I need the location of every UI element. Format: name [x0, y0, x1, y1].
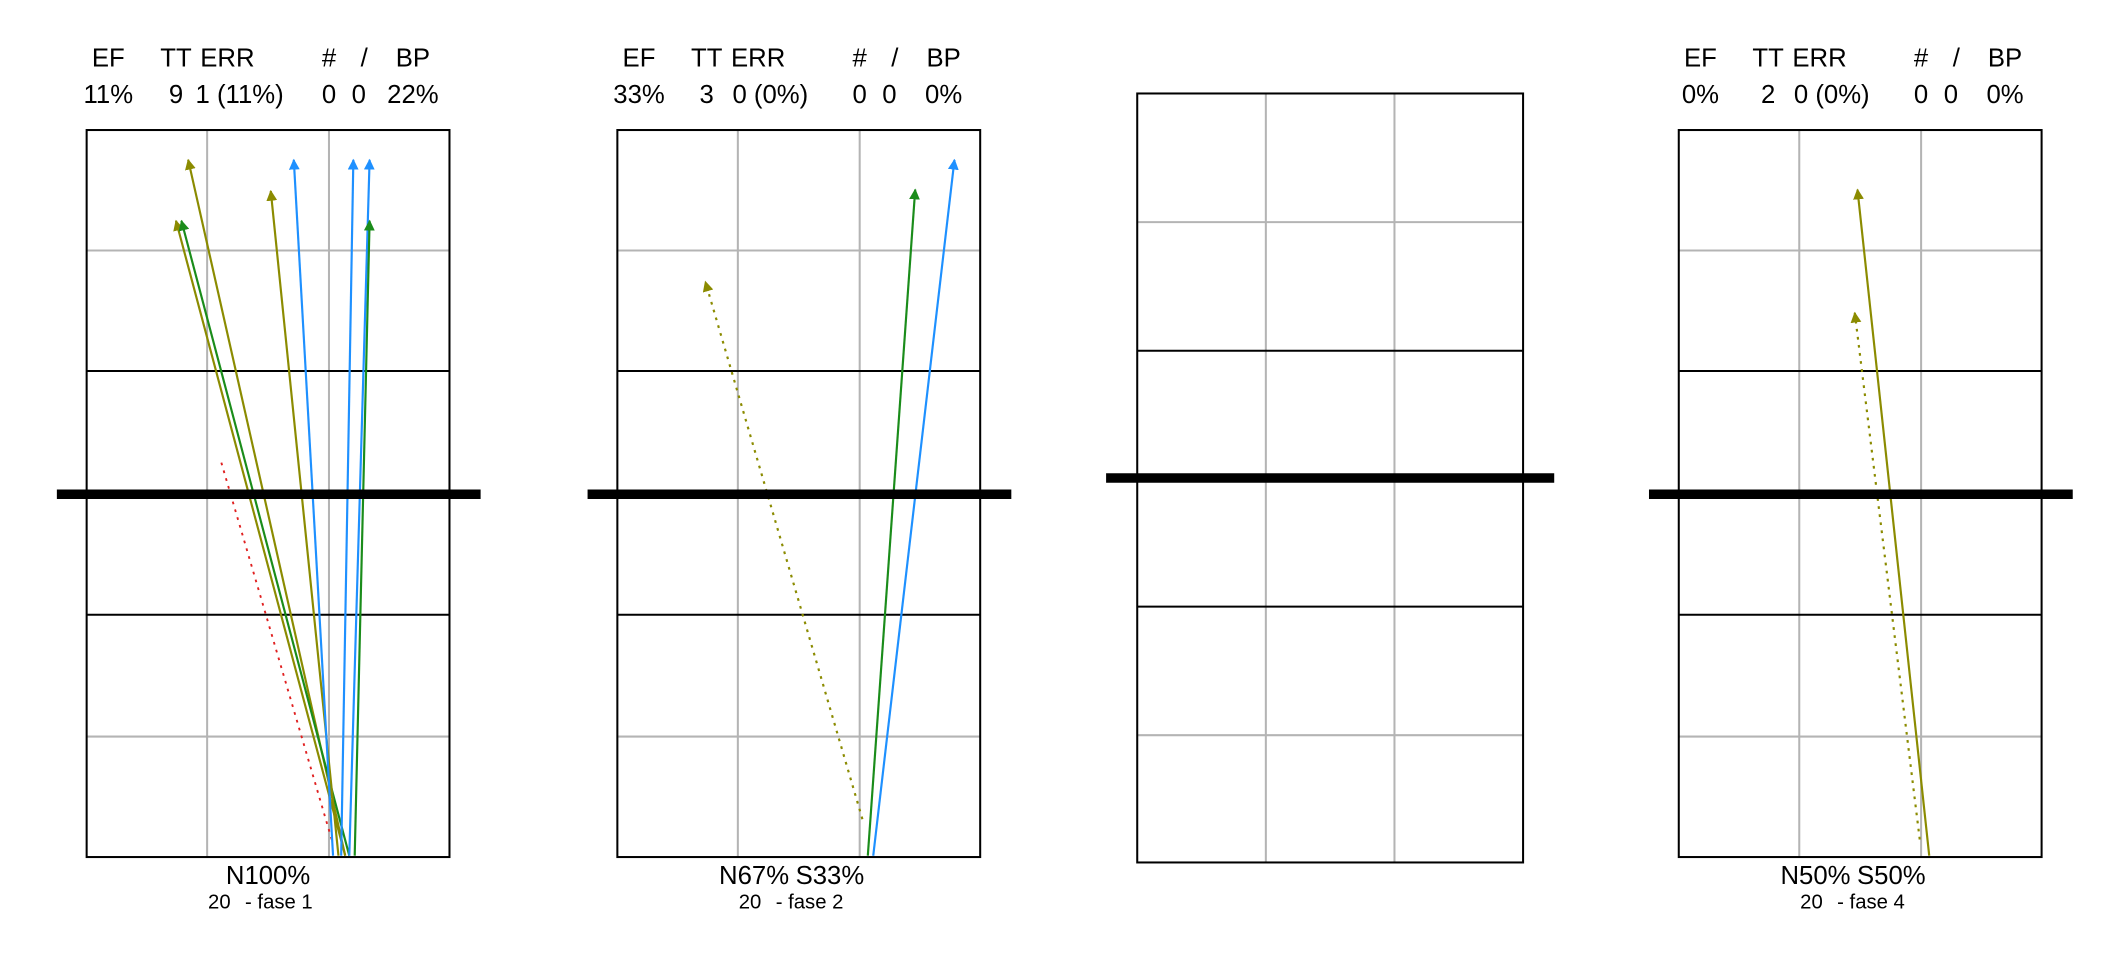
stat-header: EF: [92, 44, 125, 72]
stat-header: /: [891, 44, 899, 72]
stat-value: 0%: [925, 81, 962, 109]
stat-header: ERR: [1792, 44, 1846, 72]
stat-value: 0 (0%): [732, 81, 808, 109]
stat-value: 9: [169, 81, 183, 109]
stat-value: 0: [1944, 81, 1958, 109]
stat-value: 0%: [1682, 81, 1719, 109]
footer-label: 20: [739, 891, 762, 913]
stat-header: BP: [1988, 44, 2022, 72]
stat-value: 22%: [387, 81, 438, 109]
stat-header: TT: [160, 44, 192, 72]
zone-percent: N50%: [1780, 862, 1850, 890]
stat-header: EF: [1684, 44, 1717, 72]
stat-header: /: [1953, 44, 1961, 72]
footer-label: - fase 4: [1837, 891, 1905, 913]
stat-value: 3: [700, 81, 714, 109]
stat-header: TT: [1752, 44, 1784, 72]
court-1: [56, 129, 481, 859]
stat-header: BP: [396, 44, 430, 72]
stat-value: 0: [1914, 81, 1928, 109]
stat-header: /: [361, 44, 369, 72]
stat-header: ERR: [200, 44, 254, 72]
footer-label: - fase 2: [776, 891, 844, 913]
stat-header: #: [322, 44, 337, 72]
zone-percent: N100%: [226, 862, 310, 890]
stat-header: TT: [691, 44, 723, 72]
stat-value: 0: [882, 81, 896, 109]
court-3: [1106, 92, 1555, 864]
stat-value: 11%: [84, 81, 134, 109]
stat-header: ERR: [731, 44, 785, 72]
stat-value: 0 (0%): [1794, 81, 1870, 109]
zone-percent: N67%: [719, 862, 789, 890]
stat-value: 1 (11%): [196, 81, 284, 109]
court-2: [587, 129, 1012, 859]
zone-percent: S33%: [796, 862, 865, 890]
stat-header: BP: [926, 44, 960, 72]
footer-label: - fase 1: [245, 891, 313, 913]
footer-label: 20: [208, 891, 231, 913]
court-4: [1648, 129, 2073, 859]
stat-header: #: [1914, 44, 1929, 72]
stat-header: #: [853, 44, 868, 72]
stat-value: 0: [853, 81, 867, 109]
stat-value: 0: [352, 81, 366, 109]
stat-value: 2: [1761, 81, 1775, 109]
stat-value: 33%: [613, 81, 664, 109]
footer-label: 20: [1800, 891, 1823, 913]
stat-value: 0%: [1986, 81, 2023, 109]
stat-value: 0: [322, 81, 336, 109]
stat-header: EF: [623, 44, 656, 72]
zone-percent: S50%: [1857, 862, 1926, 890]
